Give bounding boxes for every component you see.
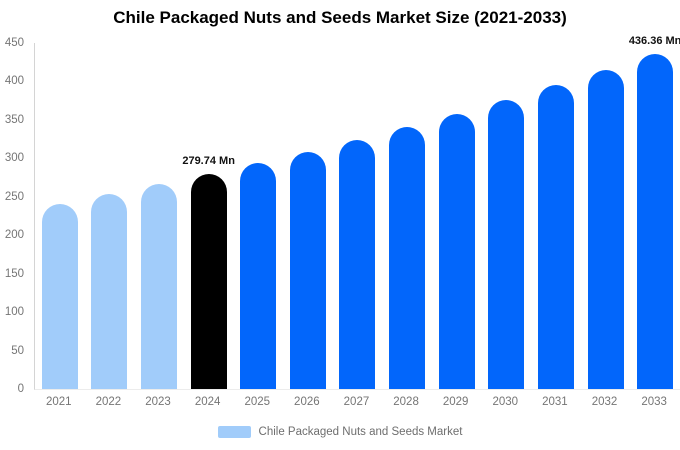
bar-2021[interactable]: [41, 203, 78, 389]
bar-slot: [481, 43, 531, 389]
y-axis: 0 50 100 150 200 250 300 350 400 450: [0, 37, 26, 395]
bars-container: 279.74 Mn 436.36 Mn: [35, 35, 680, 389]
x-axis-label-2024: 2024: [194, 396, 221, 408]
x-axis-label-2028: 2028: [393, 396, 419, 408]
legend-label: Chile Packaged Nuts and Seeds Market: [258, 426, 463, 438]
bar-value-label-2024: 279.74 Mn: [182, 154, 235, 167]
bar-2032[interactable]: [587, 69, 624, 389]
bar-slot: [233, 43, 283, 389]
y-tick-label: 450: [4, 37, 24, 49]
x-axis-label-2022: 2022: [95, 396, 122, 408]
x-axis-label-2030: 2030: [492, 396, 519, 408]
x-axis-label-2027: 2027: [343, 396, 370, 408]
bar-slot: [333, 43, 383, 389]
x-axis-label-2033: 2033: [641, 396, 667, 408]
y-tick-label: 100: [4, 306, 24, 319]
bar-slot: [134, 43, 184, 389]
bar-slot: 436.36 Mn: [629, 35, 680, 389]
y-tick-label: 0: [17, 383, 24, 395]
x-axis-label-2032: 2032: [591, 396, 618, 408]
bar-2033[interactable]: [637, 53, 674, 389]
x-axis: 2021 2022 2023 2024 2025 2026 2027 2028 2029 2030…: [34, 396, 679, 408]
x-axis-label-2029: 2029: [442, 396, 469, 408]
bar-2023[interactable]: [141, 184, 178, 389]
y-tick-label: 200: [4, 229, 24, 242]
bar-2030[interactable]: [488, 99, 525, 389]
bar-slot: [581, 43, 631, 389]
bar-2031[interactable]: [537, 85, 574, 389]
bar-2025[interactable]: [240, 163, 277, 389]
bar-2022[interactable]: [91, 194, 128, 389]
bar-2024[interactable]: [190, 173, 227, 389]
bar-slot: [531, 43, 581, 389]
bar-slot: [432, 43, 482, 389]
y-tick-label: 350: [4, 113, 24, 126]
bar-slot: [35, 43, 85, 389]
bar-slot: [382, 43, 432, 389]
bar-2027[interactable]: [339, 139, 376, 389]
x-axis-label-2031: 2031: [542, 396, 568, 408]
y-tick-label: 150: [4, 267, 24, 280]
y-tick-label: 400: [4, 75, 24, 88]
bar-2028[interactable]: [389, 126, 426, 389]
x-axis-label-2023: 2023: [145, 396, 171, 408]
x-axis-label-2026: 2026: [294, 396, 320, 408]
bar-slot: 279.74 Mn: [182, 43, 235, 389]
legend-item[interactable]: Chile Packaged Nuts and Seeds Market: [0, 426, 680, 438]
y-tick-label: 250: [4, 190, 24, 203]
bar-value-label-2033: 436.36 Mn: [628, 34, 680, 47]
x-axis-label-2021: 2021: [46, 396, 72, 408]
y-tick-label: 300: [4, 152, 24, 165]
legend-swatch: [217, 426, 251, 438]
chart-title: Chile Packaged Nuts and Seeds Market Siz…: [113, 8, 567, 27]
y-tick-label: 50: [11, 344, 24, 357]
plot-area: 279.74 Mn 436.36 Mn: [34, 35, 680, 390]
bar-slot: [85, 43, 135, 389]
bar-2029[interactable]: [438, 113, 475, 389]
x-axis-label-2025: 2025: [244, 396, 271, 408]
bar-2026[interactable]: [289, 151, 326, 389]
bar-slot: [283, 43, 333, 389]
